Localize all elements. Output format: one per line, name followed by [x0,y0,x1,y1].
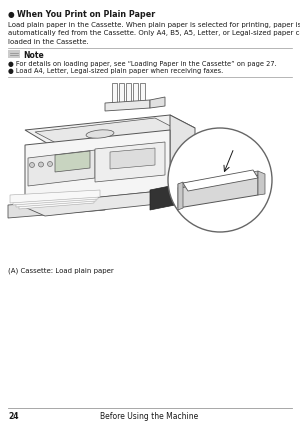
Polygon shape [178,171,258,188]
Polygon shape [133,83,138,105]
Text: Note: Note [23,51,44,60]
Polygon shape [119,83,124,105]
Polygon shape [8,198,105,218]
Circle shape [168,128,272,232]
Text: ● Load A4, Letter, Legal-sized plain paper when receiving faxes.: ● Load A4, Letter, Legal-sized plain pap… [8,68,223,74]
Polygon shape [185,173,255,189]
Polygon shape [55,151,90,172]
Polygon shape [105,100,150,111]
Polygon shape [183,170,258,191]
FancyBboxPatch shape [8,50,20,58]
Text: Before Using the Machine: Before Using the Machine [100,412,198,421]
Circle shape [29,162,34,167]
Circle shape [74,160,80,165]
Polygon shape [20,190,195,216]
Polygon shape [25,130,170,205]
Circle shape [65,161,70,165]
Polygon shape [25,115,195,145]
Polygon shape [150,97,165,108]
Text: (A): (A) [232,140,242,147]
Text: Load plain paper in the Cassette. When plain paper is selected for printing, pap: Load plain paper in the Cassette. When p… [8,22,300,45]
Text: ● For details on loading paper, see “Loading Paper in the Cassette” on page 27.: ● For details on loading paper, see “Loa… [8,61,277,67]
Polygon shape [28,150,95,186]
Polygon shape [258,171,265,195]
Polygon shape [110,148,155,169]
Polygon shape [13,192,98,205]
Text: 24: 24 [8,412,19,421]
Polygon shape [170,115,195,185]
Text: ●: ● [8,10,15,19]
Circle shape [56,161,61,166]
Text: (A) Cassette: Load plain paper: (A) Cassette: Load plain paper [8,268,114,275]
Polygon shape [126,83,131,105]
Polygon shape [16,194,96,207]
Polygon shape [112,83,117,105]
Polygon shape [19,196,94,209]
Polygon shape [178,175,258,208]
Text: When You Print on Plain Paper: When You Print on Plain Paper [17,10,155,19]
Polygon shape [150,180,200,210]
Polygon shape [178,182,183,210]
Polygon shape [140,83,145,105]
Polygon shape [35,118,178,144]
Circle shape [47,162,52,167]
Polygon shape [10,190,100,203]
Polygon shape [95,142,165,182]
Circle shape [38,162,43,167]
Ellipse shape [86,130,114,138]
